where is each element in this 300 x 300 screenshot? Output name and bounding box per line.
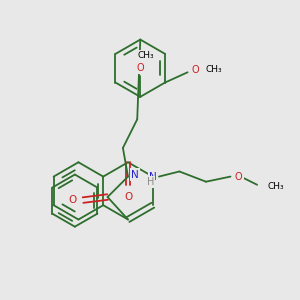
Text: CH₃: CH₃ [137,51,154,60]
Text: O: O [69,195,77,205]
Text: O: O [136,63,144,73]
Text: N: N [131,169,139,179]
Text: O: O [235,172,242,182]
Text: CH₃: CH₃ [206,65,223,74]
Text: O: O [124,192,132,202]
Text: N: N [149,172,157,182]
Text: O: O [192,65,200,75]
Text: H: H [147,177,154,187]
Text: CH₃: CH₃ [267,182,284,191]
